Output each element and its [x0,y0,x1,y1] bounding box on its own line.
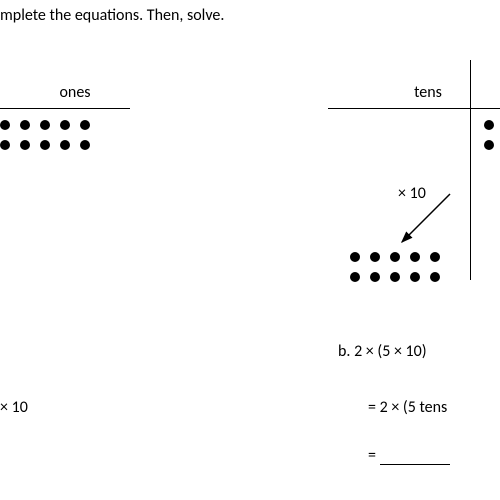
arrow-icon [0,0,500,500]
equation-line-b: b. 2 × (5 × 10) [338,342,427,361]
answer-blank [380,464,450,465]
right-bottom-dot-array [350,252,440,282]
equals-sign: = [368,446,376,465]
equation-line-3: = [368,446,450,465]
equation-line-2: = 2 × (5 tens [368,398,447,417]
